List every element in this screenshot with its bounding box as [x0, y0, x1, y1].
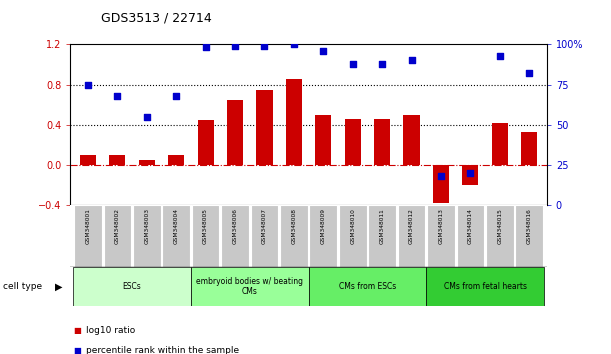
Text: GSM348015: GSM348015: [497, 208, 502, 244]
Bar: [309, 205, 337, 267]
Bar: [286, 80, 302, 165]
Bar: [403, 115, 420, 165]
Bar: [74, 205, 102, 267]
Text: percentile rank within the sample: percentile rank within the sample: [86, 346, 239, 354]
Bar: [280, 205, 308, 267]
Bar: [398, 205, 425, 267]
Bar: [426, 267, 544, 306]
Bar: [315, 115, 331, 165]
Text: GSM348014: GSM348014: [468, 208, 473, 244]
Bar: [103, 205, 131, 267]
Text: GSM348004: GSM348004: [174, 208, 178, 244]
Point: [171, 93, 181, 99]
Point: [377, 61, 387, 67]
Point: [260, 43, 269, 49]
Bar: [521, 132, 537, 165]
Bar: [486, 205, 514, 267]
Point: [112, 93, 122, 99]
Bar: [73, 267, 191, 306]
Text: GSM348006: GSM348006: [233, 208, 238, 244]
Bar: [339, 205, 367, 267]
Bar: [515, 205, 543, 267]
Text: GSM348002: GSM348002: [115, 208, 120, 244]
Point: [348, 61, 357, 67]
Text: CMs from ESCs: CMs from ESCs: [338, 282, 396, 291]
Bar: [109, 155, 125, 165]
Text: cell type: cell type: [3, 282, 42, 291]
Bar: [227, 99, 243, 165]
Point: [200, 45, 210, 50]
Point: [466, 170, 475, 176]
Text: ▶: ▶: [55, 282, 62, 292]
Text: GDS3513 / 22714: GDS3513 / 22714: [101, 12, 211, 25]
Bar: [251, 205, 278, 267]
Point: [318, 48, 328, 53]
Point: [83, 82, 93, 87]
Bar: [427, 205, 455, 267]
Bar: [463, 165, 478, 185]
Text: GSM348007: GSM348007: [262, 208, 267, 244]
Text: ■: ■: [73, 326, 81, 336]
Text: GSM348016: GSM348016: [527, 208, 532, 244]
Text: GSM348008: GSM348008: [291, 208, 296, 244]
Text: GSM348005: GSM348005: [203, 208, 208, 244]
Bar: [368, 205, 396, 267]
Text: GSM348012: GSM348012: [409, 208, 414, 244]
Bar: [133, 205, 161, 267]
Bar: [433, 165, 449, 203]
Text: GSM348011: GSM348011: [379, 208, 384, 244]
Text: GSM348003: GSM348003: [144, 208, 149, 244]
Bar: [492, 123, 508, 165]
Bar: [163, 205, 190, 267]
Text: GSM348009: GSM348009: [321, 208, 326, 244]
Point: [142, 114, 152, 120]
Text: CMs from fetal hearts: CMs from fetal hearts: [444, 282, 527, 291]
Point: [436, 173, 446, 179]
Bar: [257, 90, 273, 165]
Bar: [192, 205, 219, 267]
Bar: [197, 120, 214, 165]
Point: [289, 41, 299, 47]
Point: [230, 43, 240, 49]
Bar: [139, 160, 155, 165]
Bar: [168, 155, 185, 165]
Text: GSM348001: GSM348001: [86, 208, 90, 244]
Bar: [456, 205, 484, 267]
Point: [524, 70, 534, 76]
Bar: [309, 267, 426, 306]
Point: [407, 57, 417, 63]
Text: ■: ■: [73, 346, 81, 354]
Bar: [191, 267, 309, 306]
Bar: [80, 155, 96, 165]
Bar: [345, 119, 360, 165]
Text: GSM348013: GSM348013: [439, 208, 444, 244]
Point: [495, 53, 505, 58]
Bar: [221, 205, 249, 267]
Text: ESCs: ESCs: [123, 282, 141, 291]
Text: log10 ratio: log10 ratio: [86, 326, 135, 336]
Text: embryoid bodies w/ beating
CMs: embryoid bodies w/ beating CMs: [196, 277, 303, 296]
Bar: [374, 119, 390, 165]
Text: GSM348010: GSM348010: [350, 208, 355, 244]
